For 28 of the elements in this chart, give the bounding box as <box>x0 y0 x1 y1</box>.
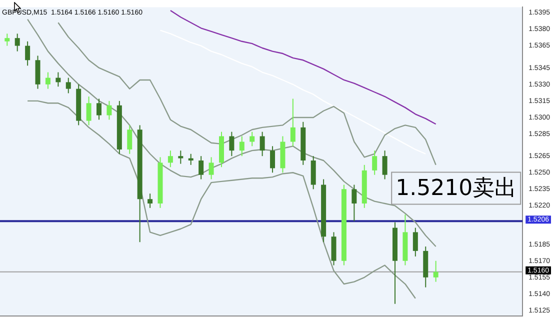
candlestick <box>14 33 20 52</box>
candlestick <box>412 227 418 257</box>
candlestick <box>260 131 265 157</box>
candlestick <box>66 77 71 94</box>
candlestick <box>433 260 438 282</box>
candlestick <box>208 156 214 180</box>
candlestick <box>106 100 112 120</box>
candlestick <box>4 33 10 46</box>
candlestick <box>86 96 92 126</box>
candlestick <box>198 156 204 180</box>
candlestick <box>45 72 50 90</box>
annotation: 1.5210卖出 <box>396 176 517 201</box>
candlestick <box>56 72 61 88</box>
candlestick <box>270 146 276 174</box>
candlestick <box>290 98 296 147</box>
candlestick <box>148 193 153 208</box>
candlestick <box>382 150 388 180</box>
candlestick <box>178 150 184 164</box>
candlestick <box>25 40 30 66</box>
candlestick <box>352 184 357 222</box>
candlestick <box>372 150 378 176</box>
candlestick <box>229 131 234 157</box>
candlestick <box>188 153 194 166</box>
candlestick <box>127 124 132 154</box>
candlestick <box>239 136 244 157</box>
candlestick <box>96 98 102 120</box>
candlestick <box>250 131 255 147</box>
candlestick <box>168 150 173 168</box>
